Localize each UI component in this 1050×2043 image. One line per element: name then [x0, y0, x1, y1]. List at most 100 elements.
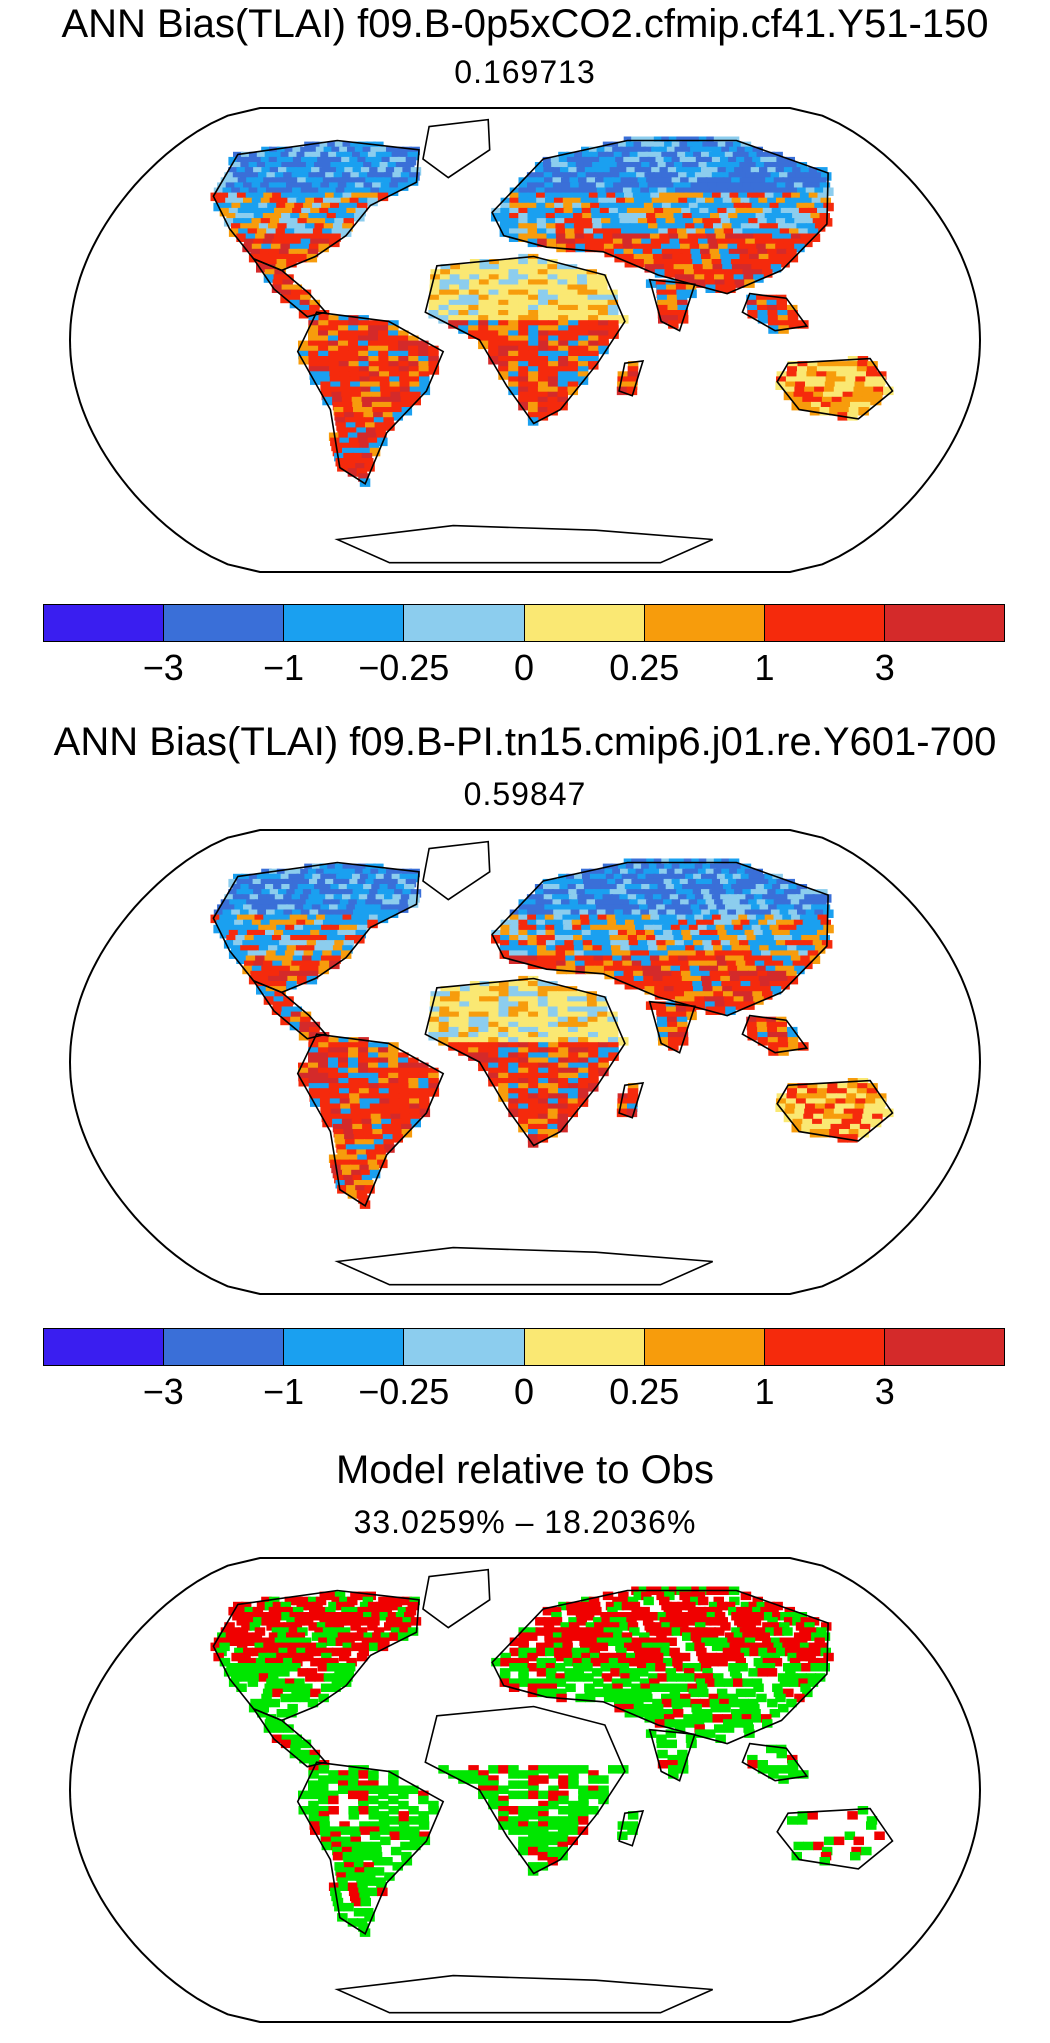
- grid-cell: [680, 1693, 691, 1703]
- grid-cell: [325, 940, 336, 949]
- grid-cell: [611, 945, 622, 954]
- grid-cell: [562, 919, 574, 929]
- grid-cell: [333, 1622, 345, 1631]
- grid-cell: [235, 935, 246, 944]
- grid-cell: [410, 1113, 421, 1123]
- grid-cell: [602, 950, 613, 959]
- grid-cell: [548, 1021, 559, 1031]
- grid-cell: [568, 310, 579, 319]
- grid-cell: [498, 320, 509, 329]
- grid-cell: [338, 1037, 349, 1046]
- grid-cell: [418, 345, 429, 355]
- grid-cell: [276, 878, 288, 888]
- grid-cell: [509, 1647, 520, 1657]
- grid-cell: [251, 1668, 262, 1677]
- grid-cell: [695, 1678, 707, 1687]
- grid-cell: [589, 197, 600, 207]
- grid-cell: [409, 381, 420, 390]
- grid-cell: [418, 361, 429, 370]
- grid-cell: [671, 141, 683, 151]
- grid-cell: [518, 904, 529, 913]
- grid-cell: [538, 381, 549, 390]
- grid-cell: [720, 218, 732, 227]
- grid-cell: [864, 1103, 875, 1112]
- grid-cell: [785, 376, 797, 385]
- grid-cell: [649, 162, 660, 171]
- grid-cell: [537, 955, 548, 964]
- grid-cell: [518, 264, 529, 273]
- grid-cell: [339, 1088, 350, 1097]
- grid-cell: [654, 1657, 665, 1667]
- grid-cell: [733, 1652, 745, 1662]
- grid-cell: [478, 1057, 489, 1066]
- grid-cell: [598, 320, 609, 329]
- grid-cell: [723, 228, 735, 237]
- grid-cell: [836, 1088, 848, 1097]
- grid-cell: [348, 1052, 359, 1061]
- grid-cell: [337, 182, 349, 191]
- grid-cell: [819, 1129, 830, 1138]
- grid-cell: [595, 899, 606, 908]
- grid-cell: [292, 878, 304, 888]
- grid-cell: [765, 243, 777, 253]
- grid-cell: [573, 945, 585, 954]
- grid-cell: [315, 868, 327, 878]
- grid-cell: [740, 223, 752, 232]
- grid-cell: [527, 981, 539, 990]
- grid-cell: [605, 1637, 616, 1646]
- grid-cell: [819, 407, 830, 416]
- grid-cell: [369, 1103, 381, 1112]
- grid-cell: [278, 919, 289, 929]
- grid-cell: [518, 1657, 529, 1667]
- grid-cell: [508, 274, 519, 283]
- grid-cell: [365, 1144, 376, 1153]
- grid-cell: [350, 894, 361, 903]
- grid-cell: [654, 269, 666, 278]
- grid-cell: [547, 1006, 559, 1015]
- grid-cell: [235, 1663, 246, 1672]
- grid-cell: [321, 1108, 332, 1118]
- grid-cell: [373, 156, 384, 166]
- grid-cell: [581, 146, 592, 156]
- grid-cell: [783, 238, 794, 248]
- grid-cell: [724, 151, 736, 161]
- grid-cell: [319, 238, 331, 248]
- grid-cell: [724, 873, 736, 883]
- grid-cell: [410, 1118, 421, 1128]
- grid-cell: [692, 187, 703, 196]
- grid-cell: [280, 899, 291, 908]
- grid-cell: [622, 243, 634, 253]
- grid-cell: [297, 162, 309, 171]
- grid-cell: [552, 182, 564, 191]
- grid-cell: [701, 259, 713, 268]
- grid-cell: [557, 986, 568, 995]
- grid-cell: [428, 1083, 439, 1092]
- grid-cell: [308, 356, 319, 365]
- grid-cell: [341, 1118, 353, 1128]
- grid-cell: [518, 940, 529, 949]
- grid-cell: [574, 873, 585, 883]
- grid-cell: [344, 187, 355, 196]
- grid-cell: [509, 218, 520, 227]
- grid-cell: [294, 182, 306, 191]
- grid-cell: [814, 1673, 826, 1682]
- grid-cell: [708, 1657, 719, 1667]
- grid-cell: [343, 407, 354, 416]
- grid-cell: [468, 325, 479, 334]
- grid-cell: [640, 1683, 651, 1692]
- grid-cell: [380, 1632, 392, 1641]
- grid-cell: [568, 1026, 579, 1036]
- grid-cell: [326, 187, 338, 196]
- grid-cell: [307, 1698, 319, 1708]
- grid-cell: [593, 228, 604, 237]
- grid-cell: [292, 1637, 303, 1646]
- grid-cell: [344, 167, 355, 176]
- grid-cell: [565, 238, 577, 248]
- grid-cell: [348, 1088, 360, 1097]
- grid-cell: [408, 340, 419, 350]
- grid-cell: [355, 929, 366, 939]
- grid-cell: [641, 863, 652, 873]
- grid-cell: [294, 904, 306, 913]
- grid-cell: [400, 396, 412, 406]
- grid-cell: [391, 151, 403, 161]
